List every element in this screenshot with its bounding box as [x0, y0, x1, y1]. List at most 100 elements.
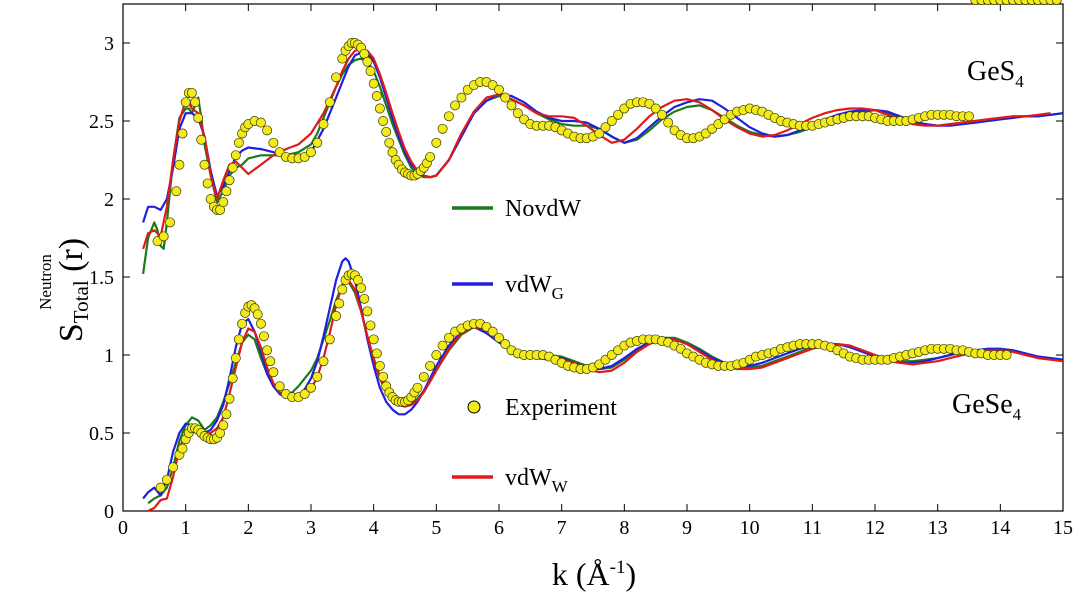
experiment-point — [443, 111, 454, 122]
experiment-point — [613, 109, 624, 120]
experiment-point — [199, 159, 210, 170]
experiment-point — [437, 340, 448, 351]
y-tick-label: 1.5 — [89, 267, 114, 289]
x-tick-label: 10 — [740, 517, 760, 539]
experiment-point — [202, 178, 213, 189]
experiment-point — [368, 78, 379, 89]
x-tick-label: 6 — [494, 517, 504, 539]
experiment-point — [262, 345, 273, 356]
experiment-point — [186, 87, 197, 98]
experiment-point — [165, 217, 175, 228]
plot-frame — [122, 3, 1064, 512]
experiment-point — [233, 137, 244, 148]
experiment-point — [193, 112, 204, 123]
experiment-point — [418, 371, 429, 382]
y-tick-label: 2 — [104, 189, 114, 211]
experiment-point — [252, 309, 263, 320]
experiment-point — [255, 117, 266, 128]
x-tick-label: 15 — [1053, 517, 1073, 539]
experiment-point — [378, 371, 389, 382]
experiment-point — [331, 311, 342, 321]
experiment-point — [155, 482, 166, 493]
experiment-point — [230, 150, 241, 161]
series-line-novdw-ges4 — [142, 57, 1064, 275]
experiment-point — [177, 128, 188, 139]
experiment-point — [337, 284, 348, 295]
experiment-point — [412, 382, 423, 393]
legend-label-vdww: vdWW — [505, 465, 569, 496]
legend-label-experiment: Experiment — [505, 395, 617, 421]
experiment-point — [425, 360, 436, 371]
experiment-point — [174, 159, 185, 170]
legend: NovdW vdWG Experiment vdWW — [452, 196, 617, 496]
experiment-point — [227, 373, 238, 384]
experiment-point — [190, 97, 201, 108]
x-tick-label: 7 — [557, 517, 567, 539]
experiment-point — [274, 381, 285, 392]
legend-label-novdw: NovdW — [505, 196, 581, 222]
y-tick-label: 0.5 — [89, 423, 114, 445]
y-tick-label: 0 — [104, 501, 114, 523]
experiment-point — [168, 462, 179, 473]
experiment-point — [180, 97, 191, 108]
experiment-point — [230, 353, 241, 364]
experiment-point — [650, 103, 661, 114]
experiment-point — [268, 137, 279, 148]
y-tick-label: 3 — [104, 33, 114, 55]
experiment-point — [259, 331, 269, 342]
y-tick-label: 2.5 — [89, 111, 114, 133]
series-layer — [142, 0, 1064, 512]
experiment-point — [171, 186, 182, 197]
experiment-point — [431, 350, 442, 360]
experiment-point — [494, 332, 504, 343]
experiment-point — [443, 332, 454, 343]
annotation-gese4: GeSe4 — [952, 389, 1022, 424]
experiment-point — [233, 334, 244, 345]
x-tick-label: 4 — [369, 517, 379, 539]
experiment-point — [177, 443, 188, 454]
experiment-point — [365, 320, 376, 331]
experiment-point — [218, 420, 229, 431]
experiment-point — [218, 197, 229, 208]
experiment-point — [362, 306, 373, 317]
experiment-point — [500, 92, 511, 103]
experiment-point — [312, 371, 323, 382]
experiment-point — [606, 116, 617, 126]
experiment-point — [268, 367, 279, 378]
series-experiment-gese4 — [155, 0, 1062, 493]
y-tick-label: 1 — [104, 345, 114, 367]
experiment-point — [362, 56, 373, 67]
series-line-vdwg-gese4 — [142, 257, 1064, 500]
legend-swatch-experiment — [467, 400, 481, 414]
experiment-point — [331, 72, 342, 83]
experiment-point — [437, 123, 448, 134]
experiment-point — [456, 92, 467, 103]
experiment-point — [512, 108, 523, 119]
experiment-point — [306, 382, 316, 393]
experiment-point — [494, 84, 504, 95]
experiment-point — [487, 326, 498, 337]
axes — [122, 3, 1064, 512]
experiment-point — [161, 474, 172, 485]
annotation-ges4: GeS4 — [967, 56, 1024, 91]
experiment-point — [1001, 350, 1012, 360]
experiment-point — [318, 356, 329, 367]
x-tick-label: 8 — [619, 517, 629, 539]
series-experiment-ges4 — [152, 0, 1062, 247]
experiment-point — [299, 389, 310, 399]
experiment-point — [964, 111, 974, 122]
experiment-point — [425, 151, 436, 162]
x-axis-label: k (Å-1) — [552, 556, 636, 592]
experiment-point — [371, 348, 382, 359]
x-tick-label: 3 — [306, 517, 316, 539]
experiment-point — [196, 134, 207, 145]
experiment-point — [262, 125, 273, 136]
experiment-point — [324, 334, 335, 345]
experiment-point — [221, 409, 232, 420]
x-tick-label: 11 — [803, 517, 822, 539]
experiment-point — [450, 100, 461, 111]
x-tick-label: 12 — [865, 517, 885, 539]
experiment-point — [600, 122, 611, 133]
